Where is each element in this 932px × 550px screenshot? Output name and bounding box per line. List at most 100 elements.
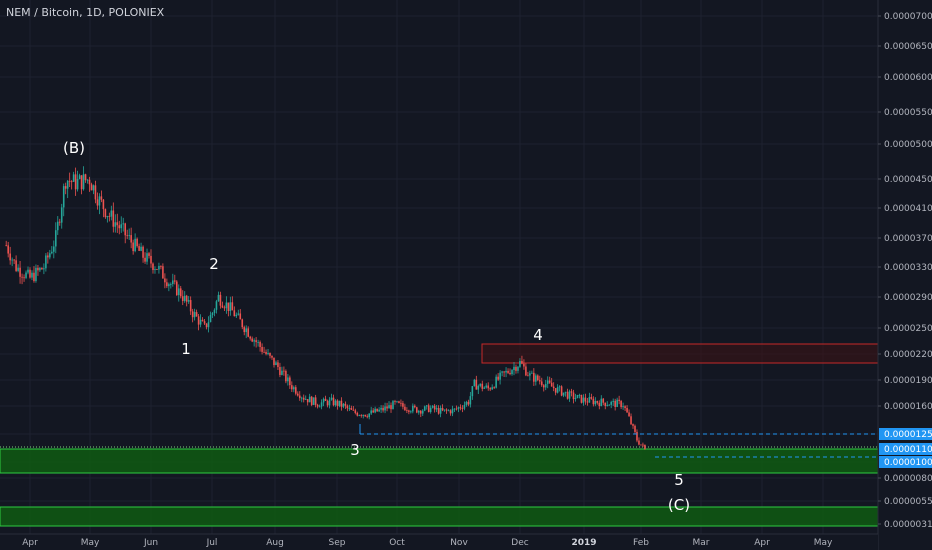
time-axis[interactable]: Apr May Jun Jul Aug Sep Oct Nov Dec 2019 Feb Mar Apr… (0, 533, 878, 550)
candle-body (255, 340, 257, 343)
x-tick-label-6: Oct (389, 538, 405, 548)
candle-body (358, 415, 361, 416)
candle-body (368, 413, 370, 418)
candle-body (82, 174, 85, 190)
candle-body (592, 398, 595, 405)
candle-body (558, 386, 561, 388)
candle-body (259, 342, 261, 347)
candle-body (354, 410, 357, 413)
candle-body (396, 401, 398, 403)
candle-body (267, 352, 269, 355)
candle-body (243, 327, 246, 333)
candle-body (320, 402, 323, 407)
candle-body (467, 401, 470, 405)
candle-body (564, 391, 567, 393)
candle-body (102, 199, 105, 210)
candle-body (108, 216, 111, 217)
candle-body (241, 319, 244, 328)
candle-body (203, 321, 206, 324)
candle-body (630, 416, 632, 425)
candle-body (406, 410, 408, 412)
candle-body (453, 408, 456, 410)
candle-body (465, 401, 468, 405)
candle-body (394, 401, 396, 402)
price-tag-label-1: 0.00001104 (884, 445, 932, 455)
candle-body (608, 404, 611, 406)
candle-body (247, 328, 249, 337)
candle-body (584, 397, 587, 402)
support-zone-upper (0, 448, 879, 474)
candle-body (404, 406, 406, 411)
candle-body (485, 385, 488, 388)
candle-body (473, 379, 476, 387)
candle-body (523, 363, 525, 367)
candle-body (70, 181, 73, 183)
x-tick-label-10: Feb (633, 538, 649, 548)
candle-body (610, 401, 612, 405)
candle-body (360, 415, 363, 416)
candle-body (342, 403, 345, 407)
candle-body (600, 398, 603, 407)
candle-body (550, 382, 553, 387)
candle-body (580, 394, 583, 403)
candle-body (362, 414, 365, 416)
candle-body (628, 412, 630, 417)
candle-body (477, 385, 480, 390)
candle-body (283, 370, 285, 372)
candle-body (37, 267, 39, 271)
candle-body (92, 185, 95, 191)
candle-body (491, 387, 493, 390)
candle-body (118, 225, 121, 229)
candle-body (84, 174, 87, 181)
candle-body (538, 380, 541, 382)
candle-body (152, 263, 154, 271)
candle-body (128, 235, 130, 236)
candle-body (150, 255, 152, 264)
candle-body (86, 179, 89, 181)
candle-body (25, 272, 27, 278)
candle-body (429, 407, 432, 413)
candles (5, 166, 646, 450)
price-tag-label-0: 0.00001257 (884, 430, 932, 440)
candle-body (98, 196, 101, 206)
candle-body (594, 401, 597, 405)
candle-body (140, 246, 142, 251)
wave-label-0: (B) (63, 139, 85, 157)
candle-body (160, 265, 162, 267)
candle-body (566, 391, 569, 399)
candle-body (316, 404, 319, 407)
candle-body (39, 267, 41, 271)
chart-zones (0, 343, 879, 527)
candle-body (386, 406, 388, 409)
candle-body (285, 370, 287, 382)
candle-body (461, 408, 464, 410)
candle-body (7, 245, 9, 254)
candle-body (533, 372, 535, 382)
candle-body (423, 406, 426, 411)
candle-body (295, 387, 297, 394)
candle-body (378, 409, 380, 412)
candle-body (23, 277, 25, 279)
candle-body (590, 397, 593, 399)
candle-body (511, 370, 513, 375)
candle-body (328, 399, 331, 406)
candle-body (390, 405, 392, 410)
candle-body (344, 403, 347, 406)
candle-body (572, 392, 575, 400)
x-tick-label-11: Mar (693, 538, 710, 548)
candle-body (136, 238, 138, 247)
candle-body (314, 397, 317, 405)
wave-label-3: 3 (350, 441, 360, 459)
candle-body (604, 402, 607, 407)
candle-body (27, 269, 29, 273)
candle-body (88, 179, 91, 185)
candle-body (380, 407, 382, 410)
candle-body (144, 257, 146, 262)
